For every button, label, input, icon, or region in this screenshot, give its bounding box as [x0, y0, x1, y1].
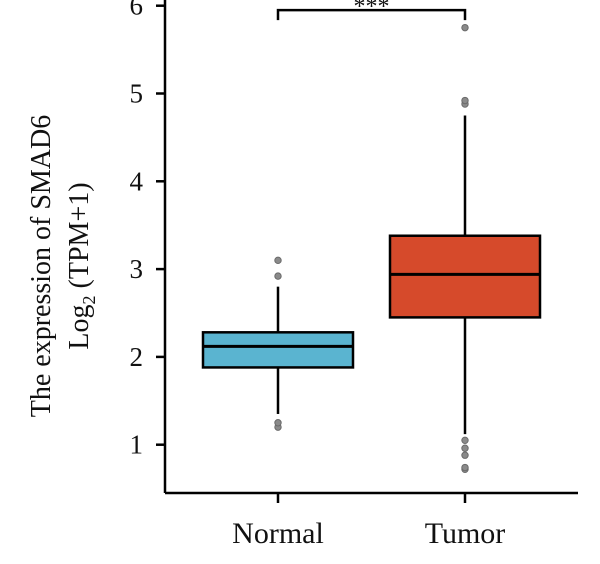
y-tick-label-5: 5: [130, 79, 144, 109]
outlier-point-tumor-7: [461, 23, 469, 32]
outlier-point-tumor-6: [461, 96, 469, 105]
outlier-point-tumor-2: [461, 451, 469, 459]
y-axis-label-line1: The expression of SMAD6: [26, 115, 57, 418]
x-tick-label-normal: Normal: [232, 517, 324, 550]
significance-bracket: ***: [276, 0, 467, 21]
y-tick-label-4: 4: [130, 166, 144, 196]
y-tick-label-6: 6: [130, 0, 144, 21]
y-tick-label-1: 1: [130, 430, 144, 460]
box-tumor: [388, 23, 542, 473]
x-tick-label-tumor: Tumor: [425, 517, 506, 550]
outlier-point-tumor-3: [461, 444, 469, 452]
box-body-tumor: [388, 234, 542, 319]
plot-area: ***: [201, 0, 542, 473]
y-axis-label: The expression of SMAD6 Log2 (TPM+1): [26, 115, 99, 418]
significance-line: [276, 8, 467, 21]
outlier-point-normal-1: [274, 419, 282, 427]
outlier-point-tumor-4: [461, 436, 469, 445]
axes: 1 2 3 4 5 6 Normal Tumor: [130, 0, 578, 550]
box-body-normal: [201, 331, 355, 369]
y-axis-label-line2: Log2 (TPM+1): [64, 182, 99, 349]
y-tick-label-2: 2: [130, 342, 144, 372]
outlier-point-normal-3: [274, 256, 282, 265]
outlier-point-normal-2: [274, 272, 282, 280]
box-normal: [201, 256, 355, 431]
y-tick-label-3: 3: [130, 254, 144, 284]
outlier-point-tumor-1: [461, 463, 469, 472]
significance-label: ***: [354, 0, 390, 20]
